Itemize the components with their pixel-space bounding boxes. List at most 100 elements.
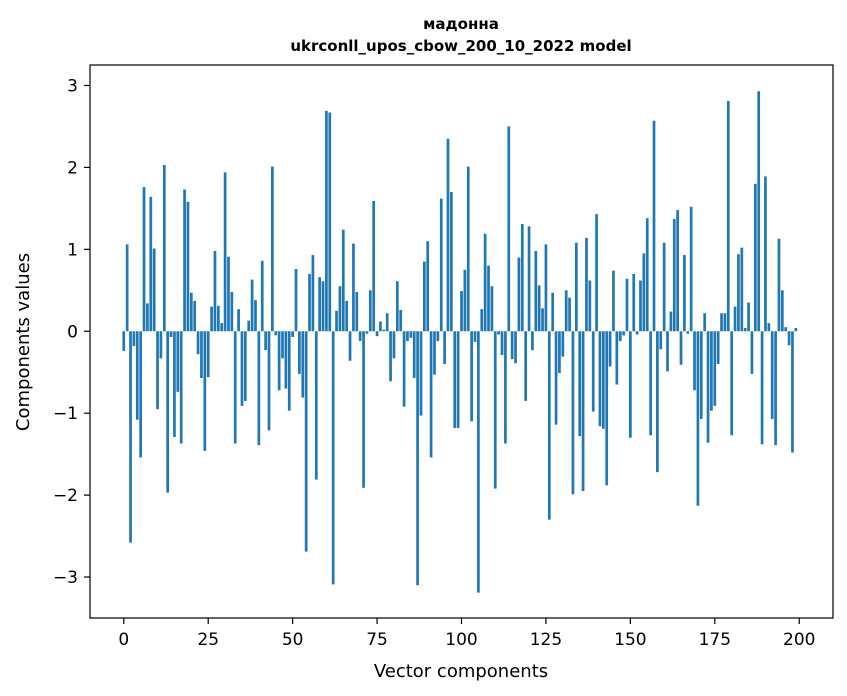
bar [446, 138, 450, 332]
bar [504, 331, 507, 444]
x-axis-ticks: 0 25 50 75 100 125 150 175 200 [118, 618, 815, 650]
bar [311, 255, 315, 332]
bar [463, 269, 467, 332]
bar [676, 210, 679, 332]
bar [605, 331, 609, 486]
bar [780, 290, 784, 332]
bar [176, 331, 180, 392]
bar [244, 331, 247, 401]
bar [487, 265, 490, 332]
bar [507, 126, 511, 332]
bar [254, 300, 257, 332]
bar [260, 260, 264, 332]
bar [774, 331, 777, 446]
bar [372, 201, 376, 332]
x-tick-label: 100 [445, 630, 477, 650]
bar [257, 331, 261, 446]
y-tick-label: 2 [67, 158, 78, 178]
bar [683, 255, 686, 332]
bar [679, 331, 683, 365]
bar [787, 331, 791, 346]
bar [760, 331, 764, 445]
bar [693, 331, 696, 391]
bar [784, 327, 788, 332]
bar [622, 331, 625, 336]
bar [750, 331, 754, 374]
bar [291, 331, 294, 337]
bar [672, 219, 676, 332]
x-tick-label: 150 [614, 630, 646, 650]
bar [527, 226, 531, 332]
bar [142, 187, 146, 332]
bar [203, 331, 207, 451]
bar [395, 281, 399, 332]
bar [139, 331, 143, 458]
bar [206, 331, 210, 378]
x-tick-label: 175 [699, 630, 731, 650]
bar [183, 189, 186, 332]
chart-subtitle: ukrconll_upos_cbow_200_10_2022 model [290, 37, 631, 55]
bar [490, 286, 494, 332]
bar [213, 250, 217, 332]
bar [629, 331, 632, 438]
bar [399, 309, 403, 332]
bar [304, 331, 308, 552]
bar [240, 331, 244, 406]
bar [335, 310, 338, 332]
bar [321, 281, 325, 332]
bar [210, 306, 213, 332]
bar [345, 300, 349, 332]
bar [223, 172, 227, 332]
bar [753, 183, 757, 332]
bar [544, 244, 548, 332]
bar [747, 302, 750, 332]
bar [318, 277, 321, 332]
bar [666, 331, 669, 372]
bar [689, 206, 693, 332]
bar [578, 331, 582, 437]
bar [615, 331, 619, 385]
bar [561, 331, 565, 357]
bar [588, 280, 592, 332]
bar [740, 247, 744, 332]
bar [382, 329, 386, 332]
chart-title-group: мадонна ukrconll_upos_cbow_200_10_2022 m… [290, 15, 631, 55]
bar [568, 297, 571, 332]
bar [585, 237, 588, 332]
bar [392, 331, 396, 359]
bar [473, 331, 477, 342]
bar [733, 306, 737, 332]
bar [632, 273, 636, 332]
bar [227, 256, 230, 332]
bar [355, 291, 359, 332]
x-tick-label: 50 [282, 630, 304, 650]
bar [419, 331, 423, 416]
bar [338, 286, 342, 332]
bar [308, 273, 311, 332]
bar [267, 331, 271, 431]
bar [429, 331, 433, 458]
bar [196, 331, 200, 355]
bar [696, 331, 700, 506]
x-tick-label: 75 [366, 630, 388, 650]
bar [460, 291, 463, 332]
bar [189, 292, 193, 332]
bar [713, 331, 717, 406]
bar [466, 166, 470, 332]
bar [723, 313, 727, 332]
bar [152, 248, 156, 332]
bar [233, 331, 237, 444]
bar [314, 331, 318, 480]
bar [618, 331, 622, 342]
bar [301, 331, 305, 398]
bar [375, 331, 379, 337]
bar [129, 331, 132, 543]
bar [608, 331, 612, 367]
bar [642, 253, 646, 332]
bar [362, 331, 365, 488]
bar [416, 331, 419, 586]
bar [443, 331, 446, 365]
x-tick-label: 200 [783, 630, 815, 650]
bar [325, 110, 328, 332]
